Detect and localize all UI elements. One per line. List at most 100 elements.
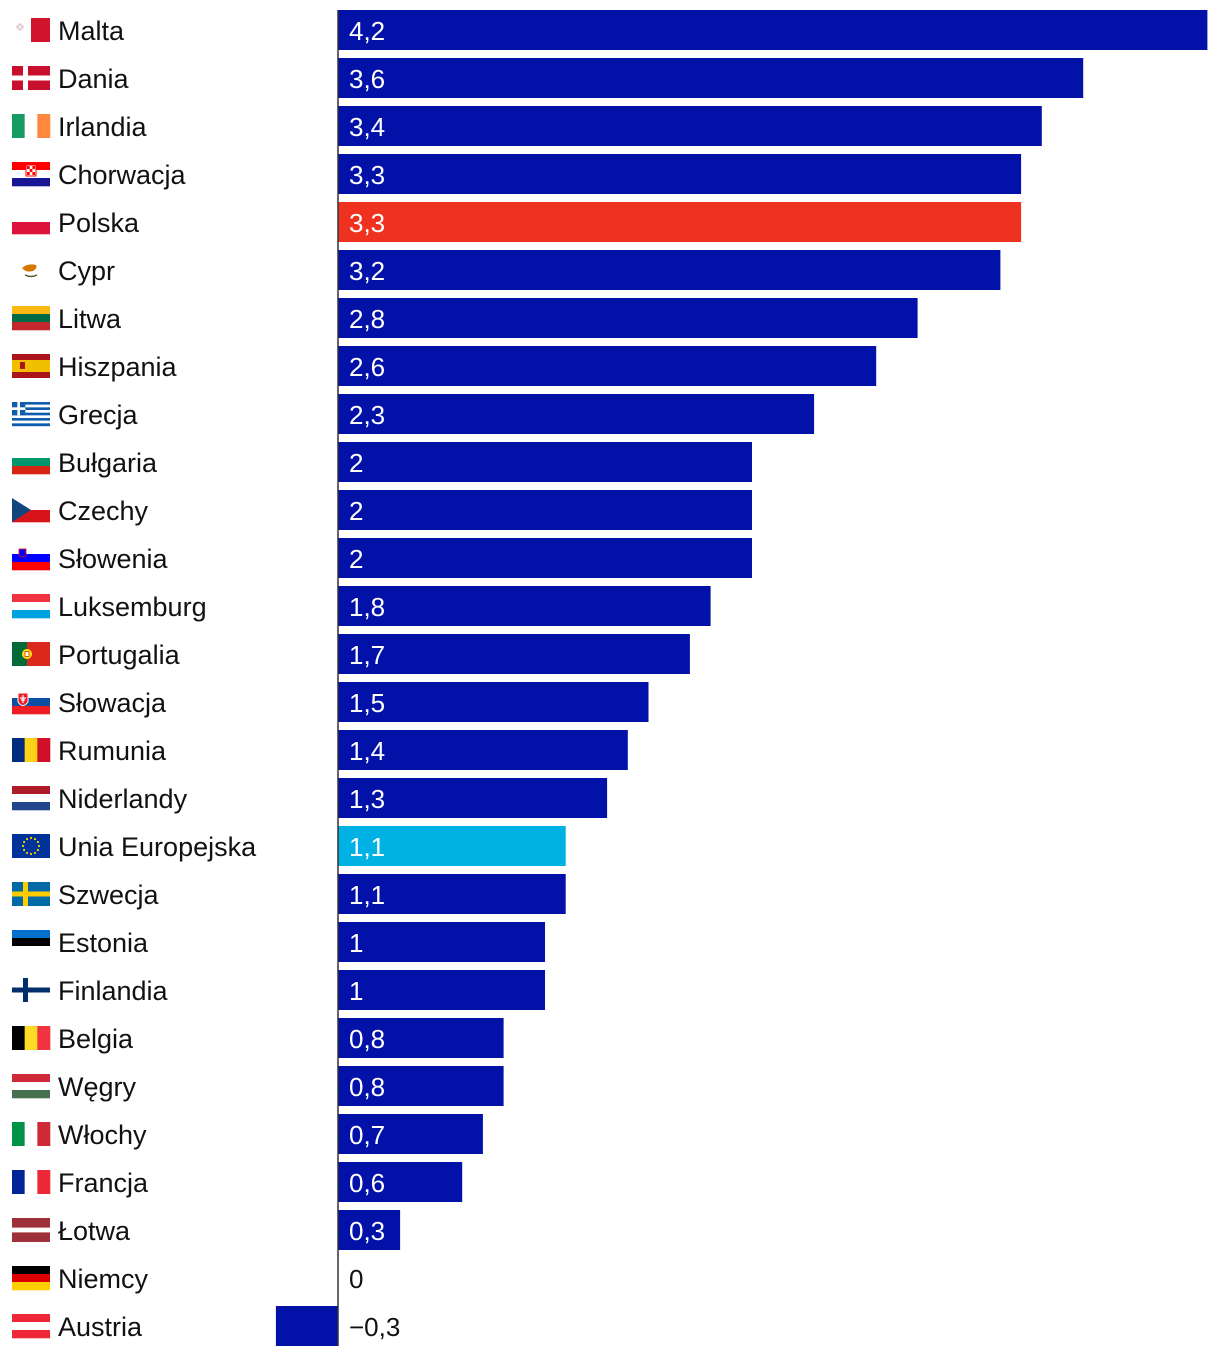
category-label-malta: Malta [58,16,125,46]
category-label-cypr: Cypr [58,256,115,286]
category-label-irlandia: Irlandia [58,112,148,142]
value-label-francja: 0,6 [349,1168,385,1198]
bar-rumunia [338,730,628,770]
flag-portugal-icon [12,642,50,666]
flag-belgium-icon [12,1026,51,1050]
value-label-litwa: 2,8 [349,304,385,334]
value-label-austria: −0,3 [349,1312,400,1342]
bar-francja [338,1162,463,1202]
flag-slovakia-icon [12,690,50,715]
category-labels-layer: Malta Dania Irlandia Chorwacja Polska Cypr Lit… [58,16,257,1342]
category-label-rumunia: Rumunia [58,736,167,766]
bar-austria [275,1306,338,1346]
flag-denmark-icon [12,66,50,90]
flag-bulgaria-icon [12,450,50,475]
bar-szwecja [338,874,566,914]
value-label-irlandia: 3,4 [349,112,385,142]
category-label-grecja: Grecja [58,400,139,430]
value-label-szwecja: 1,1 [349,880,385,910]
value-label-grecja: 2,3 [349,400,385,430]
bar-unia-europejska [338,826,566,866]
value-label-finlandia: 1 [349,976,363,1006]
category-label-slowenia: Słowenia [58,544,169,574]
flag-romania-icon [12,738,51,762]
value-label-malta: 4,2 [349,16,385,46]
bar-lotwa [338,1210,401,1250]
bar-polska [338,202,1022,242]
bar-slowacja [338,682,649,722]
category-label-chorwacja: Chorwacja [58,160,187,190]
flag-austria-icon [12,1314,50,1339]
bar-hiszpania [338,346,877,386]
flag-poland-icon [12,210,50,235]
category-label-bulgaria: Bułgaria [58,448,158,478]
value-label-slowacja: 1,5 [349,688,385,718]
category-label-niderlandy: Niderlandy [58,784,188,814]
category-label-francja: Francja [58,1168,149,1198]
flag-croatia-icon [12,162,50,187]
value-label-niderlandy: 1,3 [349,784,385,814]
flag-germany-icon [12,1266,50,1291]
category-label-estonia: Estonia [58,928,149,958]
category-label-dania: Dania [58,64,130,94]
bar-dania [338,58,1084,98]
bar-malta [338,10,1208,50]
flag-lithuania-icon [12,306,50,331]
value-label-belgia: 0,8 [349,1024,385,1054]
value-label-rumunia: 1,4 [349,736,385,766]
flag-netherlands-icon [12,786,50,811]
value-label-dania: 3,6 [349,64,385,94]
value-label-wegry: 0,8 [349,1072,385,1102]
category-label-portugalia: Portugalia [58,640,181,670]
flag-spain-icon [12,354,50,378]
flag-czechia-icon [12,498,50,523]
value-label-lotwa: 0,3 [349,1216,385,1246]
category-label-belgia: Belgia [58,1024,134,1054]
category-label-szwecja: Szwecja [58,880,160,910]
bar-niderlandy [338,778,608,818]
value-label-portugalia: 1,7 [349,640,385,670]
value-label-czechy: 2 [349,496,363,526]
flag-ireland-icon [12,114,51,138]
bar-grecja [338,394,815,434]
flag-france-icon [12,1170,51,1194]
bar-finlandia [338,970,545,1010]
value-labels-layer: 4,2 3,6 3,4 3,3 3,3 3,2 2,8 2,6 2,3 2 2 2 1,8 1,7 1,5 1… [349,16,400,1342]
bar-cypr [338,250,1001,290]
flag-greece-icon [12,402,50,427]
value-label-hiszpania: 2,6 [349,352,385,382]
bar-estonia [338,922,545,962]
value-label-chorwacja: 3,3 [349,160,385,190]
category-label-niemcy: Niemcy [58,1264,149,1294]
category-label-litwa: Litwa [58,304,122,334]
bar-irlandia [338,106,1042,146]
flag-italy-icon [12,1122,51,1146]
value-label-polska: 3,3 [349,208,385,238]
bar-czechy [338,490,752,530]
category-label-hiszpania: Hiszpania [58,352,178,382]
category-label-luksemburg: Luksemburg [58,592,207,622]
bar-wegry [338,1066,504,1106]
value-label-luksemburg: 1,8 [349,592,385,622]
flag-slovenia-icon [12,546,50,571]
bars-layer [275,10,1208,1346]
bar-luksemburg [338,586,711,626]
category-label-slowacja: Słowacja [58,688,167,718]
bar-wlochy [338,1114,483,1154]
bar-slowenia [338,538,752,578]
flag-hungary-icon [12,1074,50,1099]
flag-luxembourg-icon [12,594,50,619]
bar-chorwacja [338,154,1022,194]
flag-estonia-icon [12,930,50,955]
category-label-polska: Polska [58,208,140,238]
bar-portugalia [338,634,690,674]
flag-finland-icon [12,978,50,1002]
value-label-bulgaria: 2 [349,448,363,478]
flag-latvia-icon [12,1218,50,1242]
flag-sweden-icon [12,882,50,906]
category-label-unia-europejska: Unia Europejska [58,832,257,862]
flag-cyprus-icon [12,258,50,282]
category-label-wegry: Węgry [58,1072,137,1102]
value-label-wlochy: 0,7 [349,1120,385,1150]
bar-bulgaria [338,442,752,482]
